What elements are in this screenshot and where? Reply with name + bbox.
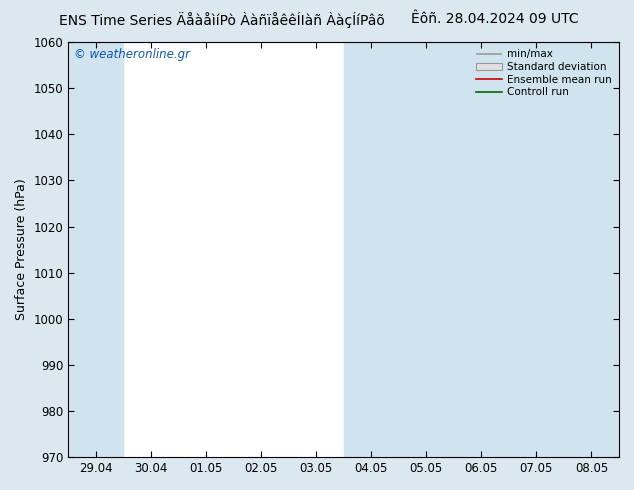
Legend: min/max, Standard deviation, Ensemble mean run, Controll run: min/max, Standard deviation, Ensemble me… <box>474 47 614 99</box>
Bar <box>68 42 123 457</box>
Text: Êôñ. 28.04.2024 09 UTC: Êôñ. 28.04.2024 09 UTC <box>411 12 578 26</box>
Bar <box>454 42 619 457</box>
Text: © weatheronline.gr: © weatheronline.gr <box>74 49 190 61</box>
Bar <box>344 42 454 457</box>
Text: ENS Time Series ÄåàåìíPò ÀàñïåêêÍIàñ ÀàçÍíPâõ: ENS Time Series ÄåàåìíPò ÀàñïåêêÍIàñ Ààç… <box>59 12 385 28</box>
Y-axis label: Surface Pressure (hPa): Surface Pressure (hPa) <box>15 179 28 320</box>
